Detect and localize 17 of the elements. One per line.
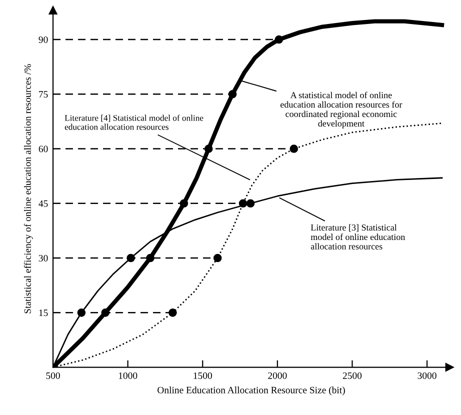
x-tick-label: 500 [46,372,60,379]
annotation: Literature [4] Statistical model of online education allocation resources [64,114,204,130]
x-tick-label: 2000 [268,372,287,379]
y-tick-label: 30 [38,254,48,262]
y-tick-label: 90 [38,36,48,43]
x-tick-label: 3000 [418,372,436,379]
x-tick-label: 2500 [342,372,362,379]
annotation: Literature [3] Statistical model of online education allocation resources [310,224,406,250]
y-tick-label: 45 [38,200,48,207]
x-axis-title: Online Education Allocation Resource Size (bit) [158,386,345,396]
annotation: A statistical model of online education allocation resources for coordinated regional economic development [280,92,402,128]
y-axis-title: Statistical efficiency of online education allocation resources /% [24,64,33,314]
y-tick-label: 60 [38,146,48,152]
x-tick-label: 1500 [194,372,212,379]
x-tick-label: 1000 [118,372,138,379]
y-tick-label: 75 [39,91,48,98]
y-tick-label: 15 [39,310,48,316]
